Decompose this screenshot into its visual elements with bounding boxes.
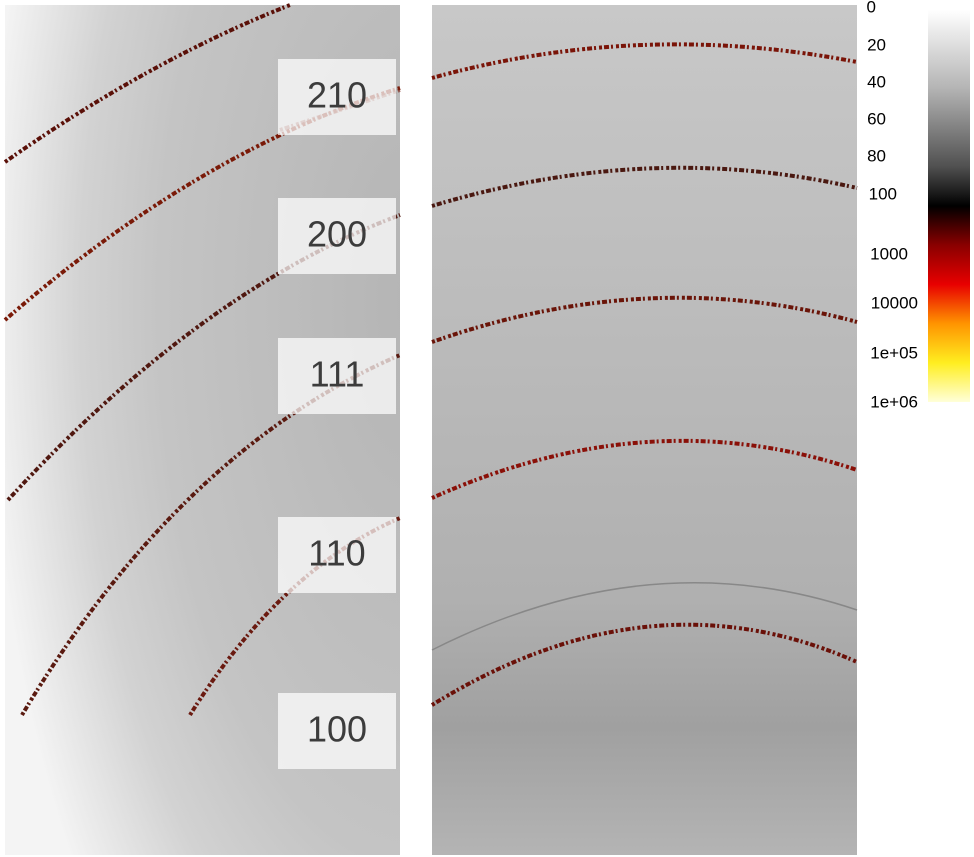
colorbar-tick-label: 80 [867, 146, 886, 165]
reflection-label: 210 [307, 75, 367, 116]
reflection-label: 200 [307, 214, 367, 255]
colorbar-tick-label: 1000 [870, 244, 908, 263]
label-box [278, 338, 396, 414]
right-panel [432, 5, 857, 855]
colorbar [928, 10, 970, 402]
reflection-label: 110 [308, 533, 365, 574]
label-box [278, 198, 396, 274]
colorbar-tick-label: 20 [867, 35, 886, 54]
right-rings [430, 42, 858, 707]
colorbar-ticks: 0 20 40 60 80 100 1000 10000 1e+05 1e+06 [867, 0, 918, 411]
colorbar-tick-label: 0 [867, 0, 876, 16]
label-box [278, 59, 396, 135]
reflection-label: 100 [307, 709, 367, 750]
colorbar-tick-label: 40 [867, 72, 886, 91]
label-box [278, 517, 396, 593]
colorbar-tick-label: 1e+06 [870, 392, 918, 411]
reflection-labels: 210 200 111 110 100 [278, 59, 396, 769]
reflection-label: 111 [310, 354, 365, 395]
colorbar-tick-label: 100 [869, 184, 897, 203]
colorbar-tick-label: 60 [867, 109, 886, 128]
colorbar-tick-label: 10000 [871, 293, 918, 312]
label-box [278, 693, 396, 769]
colorbar-tick-label: 1e+05 [870, 343, 918, 362]
